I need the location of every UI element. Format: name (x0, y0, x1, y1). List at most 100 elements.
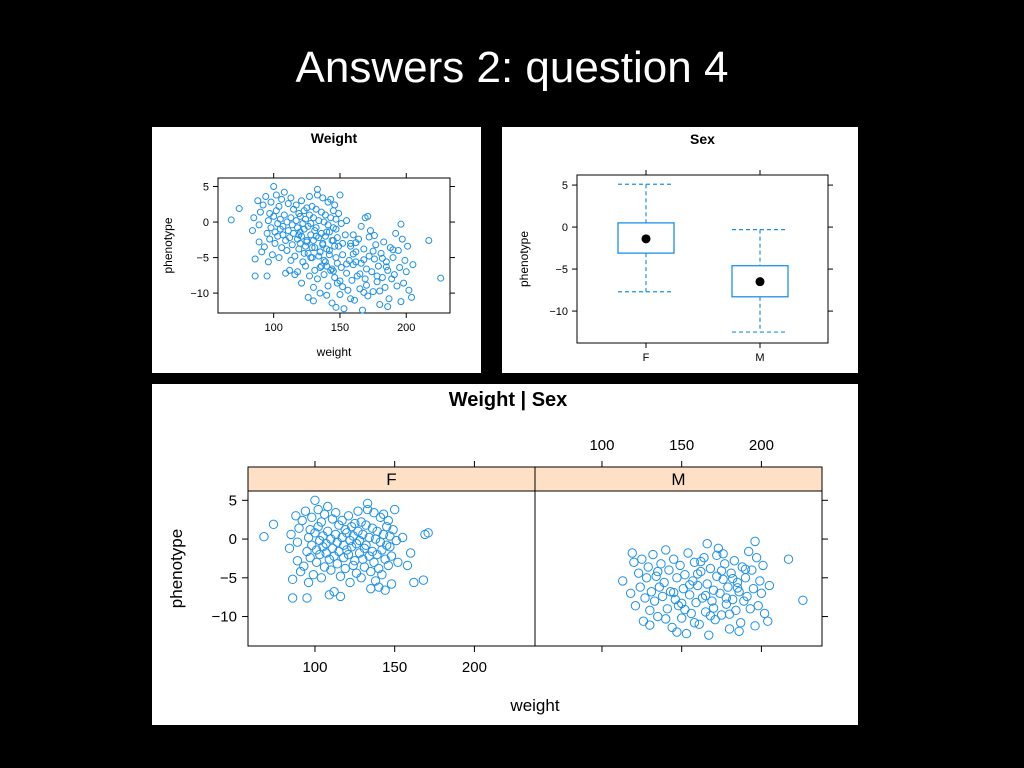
data-point-F (378, 509, 389, 519)
data-point (271, 239, 279, 247)
data-point-F (259, 532, 269, 542)
data-point-F (358, 529, 368, 540)
data-point-F (385, 542, 395, 552)
data-point (268, 251, 276, 259)
data-point (295, 245, 303, 253)
data-point-M (732, 583, 743, 593)
data-point-M (689, 618, 700, 628)
data-point-F (366, 566, 376, 577)
data-point (320, 271, 328, 279)
data-point (360, 245, 368, 253)
data-point-F (369, 557, 379, 568)
data-point-F (315, 535, 325, 546)
data-point-M (731, 605, 741, 616)
data-point (256, 208, 264, 216)
data-point-F (295, 566, 306, 577)
x-tick-label: 200 (462, 659, 487, 676)
data-point (331, 201, 339, 209)
data-point (308, 244, 316, 252)
data-point-M (637, 554, 647, 564)
data-point-F (319, 509, 330, 519)
data-point (254, 197, 262, 205)
data-point-M (696, 566, 706, 577)
data-point-F (345, 577, 355, 588)
data-point (323, 291, 331, 299)
data-point-F (287, 593, 298, 603)
x-axis-label: weight (316, 345, 352, 359)
data-point-F (319, 562, 330, 572)
weight-scatter-panel: Weight 100 150 200 5 0 −5 −10 weight phenotype (152, 127, 481, 373)
data-point (349, 250, 357, 258)
data-point (364, 212, 372, 220)
data-point-F (378, 529, 389, 540)
data-point-M (707, 596, 717, 606)
data-point-M (643, 562, 653, 572)
data-point (347, 239, 355, 247)
data-point (374, 262, 382, 270)
data-point (366, 227, 374, 235)
data-point (255, 221, 263, 229)
data-point-F (292, 556, 303, 566)
data-point-F (340, 563, 350, 574)
data-point (288, 241, 296, 249)
data-point-M (651, 571, 661, 581)
data-point-M (713, 543, 724, 554)
data-point (284, 227, 292, 235)
data-point-M (718, 549, 728, 559)
data-point (319, 194, 327, 202)
data-point-F (409, 577, 419, 588)
data-point (351, 296, 359, 304)
data-point (356, 285, 364, 293)
data-point (347, 295, 355, 303)
data-point-M (633, 568, 644, 578)
data-point (373, 272, 381, 280)
data-point-M (747, 565, 757, 575)
data-point (287, 194, 295, 202)
data-point-M (704, 630, 714, 640)
slide-title: Answers 2: question 4 (295, 43, 729, 92)
data-point-M (697, 593, 708, 603)
data-point (369, 247, 377, 255)
data-point (335, 210, 343, 218)
data-point (335, 242, 343, 250)
data-point-M (640, 593, 650, 603)
data-point (381, 283, 389, 291)
data-point-F (302, 593, 312, 603)
data-point (260, 243, 268, 251)
data-point-F (291, 511, 301, 521)
data-point (235, 205, 243, 213)
data-point (325, 228, 333, 236)
data-point (280, 188, 288, 196)
data-point-M (721, 599, 732, 609)
data-point-F (329, 551, 339, 561)
data-point (402, 268, 410, 276)
data-point-M (724, 624, 735, 634)
data-point (287, 256, 295, 264)
data-point-M (758, 560, 768, 571)
data-point-F (382, 521, 392, 532)
data-point-M (692, 580, 703, 591)
data-point-F (393, 557, 403, 568)
data-point (357, 259, 365, 267)
data-point (296, 212, 304, 220)
data-point (352, 239, 360, 247)
data-point-M (702, 579, 712, 589)
data-point-M (669, 554, 679, 564)
data-point-M (696, 556, 706, 567)
data-point-F (330, 508, 341, 518)
data-point-F (369, 508, 379, 518)
data-point-F (388, 525, 398, 535)
data-point-M (617, 576, 628, 586)
data-point (321, 232, 329, 240)
data-point-F (342, 545, 352, 555)
data-point-F (313, 521, 323, 532)
data-point-F (321, 548, 331, 558)
data-point (370, 255, 378, 263)
data-point (301, 262, 309, 270)
data-point (307, 219, 315, 227)
y-axis-label: phenotype (517, 231, 531, 287)
data-point-M (734, 626, 744, 636)
data-point-F (374, 582, 384, 592)
data-point-F (345, 535, 355, 546)
